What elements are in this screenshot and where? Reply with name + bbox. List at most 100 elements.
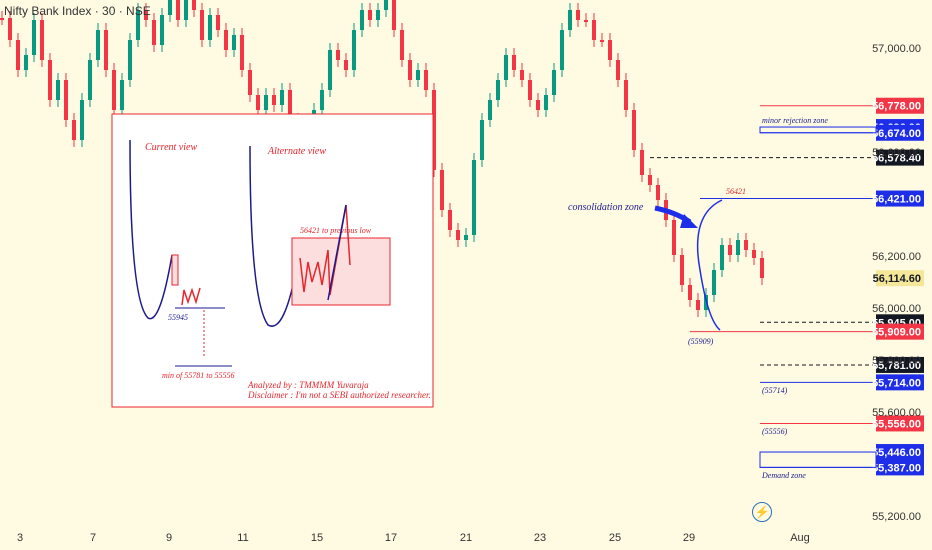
label-56421: 56421	[726, 187, 746, 196]
candle-body	[216, 15, 220, 30]
x-tick-label: 9	[166, 532, 172, 544]
alternate-view-box	[291, 237, 391, 306]
x-tick-label: 17	[385, 532, 397, 544]
candle-body	[424, 70, 428, 90]
candle-body	[696, 300, 700, 310]
candle-body	[184, 0, 188, 20]
candle-body	[416, 70, 420, 80]
candle-body	[440, 170, 444, 210]
current-price-label: 56,114.60	[873, 273, 921, 285]
price-level-tag	[876, 356, 924, 373]
candle-body	[472, 160, 476, 235]
candle-body	[168, 0, 172, 15]
x-tick-label: 21	[460, 532, 472, 544]
label-55909: (55909)	[688, 337, 714, 346]
x-tick-label: 7	[90, 532, 96, 544]
candle-body	[368, 10, 372, 20]
price-level-tag	[876, 190, 924, 207]
levels-layer: 56,778.0056,696.0056,674.0056,578.4056,4…	[650, 97, 924, 476]
candle-body	[232, 35, 236, 50]
candle-body	[400, 30, 404, 60]
candle-body	[552, 70, 556, 95]
candle-body	[256, 95, 260, 110]
candle-body	[648, 175, 652, 185]
candle-body	[72, 120, 76, 140]
label-55714: (55714)	[762, 386, 788, 395]
y-tick-label: 55,800.00	[872, 355, 921, 367]
x-tick-label: 11	[237, 532, 248, 544]
alternate-view-bounce	[327, 204, 347, 301]
candle-body	[672, 220, 676, 255]
y-tick-label: 56,000.00	[872, 303, 921, 315]
candle-body	[432, 90, 436, 170]
x-tick-label: Aug	[790, 532, 810, 544]
candle-body	[480, 120, 484, 160]
candle-body	[592, 20, 596, 40]
price-level-tag	[876, 124, 924, 141]
candle-body	[0, 18, 4, 20]
price-level-label: 56,674.00	[872, 128, 921, 140]
candle-body	[128, 40, 132, 80]
candle-body	[328, 50, 332, 90]
current-view-block	[171, 254, 179, 286]
alternate-view-curve	[249, 145, 299, 327]
price-level-tag	[876, 149, 924, 166]
consolidation-zone-label: consolidation zone	[568, 202, 644, 213]
analyzed-by-label: Analyzed by : TMMMM Yuvaraja	[247, 380, 369, 390]
candle-body	[336, 50, 340, 60]
symbol-header[interactable]: Nifty Bank Index · 30 · NSE	[4, 4, 151, 18]
price-level-tag	[876, 459, 924, 476]
x-tick-label: 29	[683, 532, 695, 544]
candle-body	[688, 285, 692, 300]
price-level-label: 55,909.00	[872, 327, 921, 339]
candle-body	[752, 250, 756, 258]
candle-body	[512, 55, 516, 70]
candle-body	[632, 110, 636, 150]
candle-body	[536, 100, 540, 110]
candle-body	[464, 235, 468, 240]
tradingview-logo-icon[interactable]: ⚡	[752, 502, 772, 522]
candle-body	[248, 70, 252, 95]
price-level-tag	[876, 323, 924, 340]
candle-body	[32, 20, 36, 55]
price-level-tag	[876, 444, 924, 461]
inset-to-previous-low-label: 56421 to previous low	[300, 226, 372, 235]
candle-body	[56, 80, 60, 100]
inset-min-range-label: min of 55781 to 55556	[162, 371, 234, 380]
current-view-zigzag	[181, 287, 201, 306]
candle-body	[192, 0, 196, 10]
candle-body	[760, 258, 764, 278]
arrow-head-icon	[680, 214, 698, 228]
candle-body	[568, 10, 572, 30]
price-level-tag	[876, 415, 924, 432]
price-level-label: 56,778.00	[872, 101, 921, 113]
candle-body	[576, 10, 580, 20]
candle-body	[64, 80, 68, 120]
price-level-label: 56,421.00	[872, 194, 921, 206]
consolidation-curve	[696, 199, 723, 331]
candle-body	[376, 10, 380, 20]
candle-body	[352, 30, 356, 70]
candle-body	[208, 15, 212, 40]
y-tick-label: 55,200.00	[872, 511, 921, 523]
candle-body	[120, 80, 124, 110]
candle-body	[16, 40, 20, 70]
demand-zone-label: Demand zone	[761, 471, 806, 480]
candle-body	[560, 30, 564, 70]
candle-body	[80, 100, 84, 140]
candle-body	[744, 240, 748, 250]
candle-body	[96, 30, 100, 60]
candle-body	[720, 245, 724, 270]
candle-body	[456, 230, 460, 240]
candle-body	[264, 95, 268, 110]
candle-body	[736, 240, 740, 255]
price-level-label: 55,446.00	[872, 447, 921, 459]
candle-body	[88, 60, 92, 100]
candle-body	[712, 270, 716, 295]
candle-body	[448, 210, 452, 230]
price-level-tag	[876, 97, 924, 114]
price-level-label: 55,556.00	[872, 418, 921, 430]
candle-body	[728, 245, 732, 255]
y-tick-label: 57,000.00	[872, 43, 921, 55]
